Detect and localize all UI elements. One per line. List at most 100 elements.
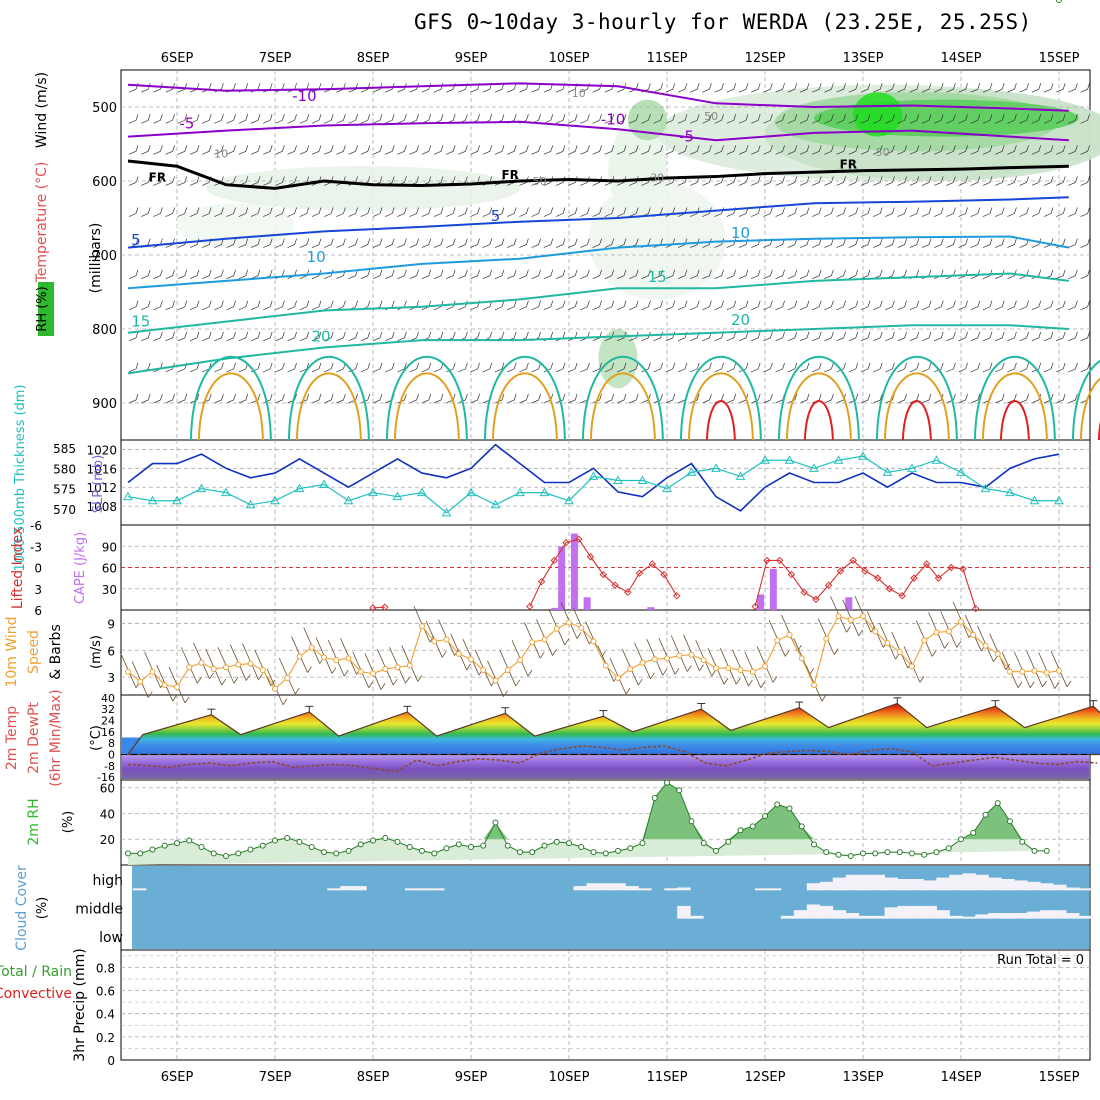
cloud-cell-high	[858, 874, 873, 891]
thickness-point	[319, 479, 329, 489]
thickness-point	[123, 491, 133, 501]
wind-barb	[1080, 114, 1090, 124]
rh-point	[210, 850, 217, 857]
wind-barb	[1007, 362, 1017, 373]
temp-contour--10	[127, 82, 1069, 112]
wind-barb	[604, 114, 615, 124]
li-point	[910, 574, 918, 582]
cloud-cell-middle	[819, 905, 834, 919]
wind-barb	[824, 362, 834, 373]
y-tick-thickness-570: 570	[53, 503, 76, 517]
cloud-cell-high	[897, 879, 911, 891]
temp-contour-25	[883, 372, 950, 441]
wind-barb	[189, 176, 200, 186]
li-point	[381, 603, 389, 611]
li-point	[861, 567, 869, 575]
thickness-point	[809, 463, 819, 472]
wind-barb	[324, 238, 334, 248]
wind-barb	[446, 238, 456, 248]
wind-barb	[982, 238, 993, 248]
wind-barb	[690, 207, 700, 217]
wind-barb	[324, 300, 334, 311]
wind-barb	[189, 145, 200, 155]
thickness-point	[613, 475, 623, 484]
wind-barb	[507, 393, 517, 404]
wind-barb	[555, 207, 566, 217]
rh-label-1: 50	[533, 175, 547, 188]
cloud-cell-middle	[910, 905, 924, 919]
wind-barb	[287, 331, 297, 342]
wind-barb	[421, 238, 432, 248]
wind10m-point	[553, 625, 560, 632]
y-tick-thickness-575: 575	[53, 483, 76, 497]
wind-barb	[177, 300, 188, 311]
wind-barb	[824, 207, 834, 217]
freezing-label-2: FR	[840, 158, 857, 172]
wind-barb	[848, 114, 859, 124]
wind-barb	[1043, 300, 1054, 311]
wind-barb	[629, 207, 639, 217]
rh-label-4: 50	[876, 146, 890, 159]
wind-barb	[1019, 176, 1029, 186]
wind10m-point	[419, 623, 425, 630]
rh-point	[370, 837, 376, 844]
wind-barb	[177, 331, 188, 342]
contour-label-10: 20	[312, 327, 331, 345]
wind-barb	[885, 207, 895, 217]
thickness-point	[833, 455, 844, 464]
wind-barb	[507, 238, 517, 248]
wind-barb	[958, 145, 968, 155]
wind-barb	[1019, 362, 1029, 373]
wind-barb	[616, 114, 627, 124]
wind-barb	[385, 114, 395, 124]
wind-barb	[860, 145, 871, 155]
wind-barb	[177, 145, 188, 155]
freezing-label-0: FR	[149, 170, 166, 184]
wind-barb	[1056, 393, 1066, 404]
wind10m-point	[247, 660, 254, 667]
wind-barb	[324, 207, 334, 217]
wind-barb	[336, 114, 346, 124]
y-label-wind10m-3: & Barbs	[48, 624, 64, 680]
thickness-point	[294, 483, 305, 493]
wind-barb	[970, 207, 981, 217]
wind-barb	[860, 114, 871, 124]
wind-barb	[1068, 331, 1078, 342]
wind-barb	[934, 300, 944, 311]
wind-barb	[604, 176, 615, 186]
wind-barb	[592, 176, 602, 186]
wind-barb	[531, 83, 541, 93]
cloud-cell-middle	[690, 915, 704, 919]
cloud-cell-high	[599, 883, 613, 891]
cloud-cell-middle	[832, 910, 847, 919]
wind10m-point	[1019, 668, 1026, 675]
cloud-cell-high	[132, 888, 147, 891]
temp-contour-25	[785, 372, 852, 441]
wind-barb	[482, 83, 493, 93]
thickness-point	[270, 495, 280, 505]
wind-barb	[995, 207, 1005, 217]
wind-barb	[433, 145, 444, 155]
rh-point	[627, 845, 634, 852]
wind-barb	[324, 114, 334, 124]
wind-barb	[153, 269, 163, 280]
y-tick-pressure-500: 500	[92, 101, 117, 116]
y-tick-temp-3: 8	[108, 737, 115, 750]
wind-barb	[873, 393, 883, 404]
temp-contour-20-cell	[679, 355, 762, 441]
wind-barb	[299, 207, 310, 217]
wind-barb	[372, 331, 383, 342]
rh-point	[504, 842, 511, 849]
wind-barb	[763, 362, 773, 373]
wind-barb	[1056, 300, 1066, 311]
cloud-cell-high	[430, 888, 445, 891]
y-label-li: Lifted Index	[10, 527, 26, 609]
wind-barb	[616, 300, 627, 311]
temp-contour-30	[901, 400, 932, 441]
wind-barb	[385, 83, 395, 93]
wind-barb	[629, 114, 639, 124]
thickness-point	[956, 467, 966, 476]
wind-barb	[751, 207, 761, 217]
wind10m-point	[872, 628, 879, 635]
wind-barb	[836, 238, 846, 248]
